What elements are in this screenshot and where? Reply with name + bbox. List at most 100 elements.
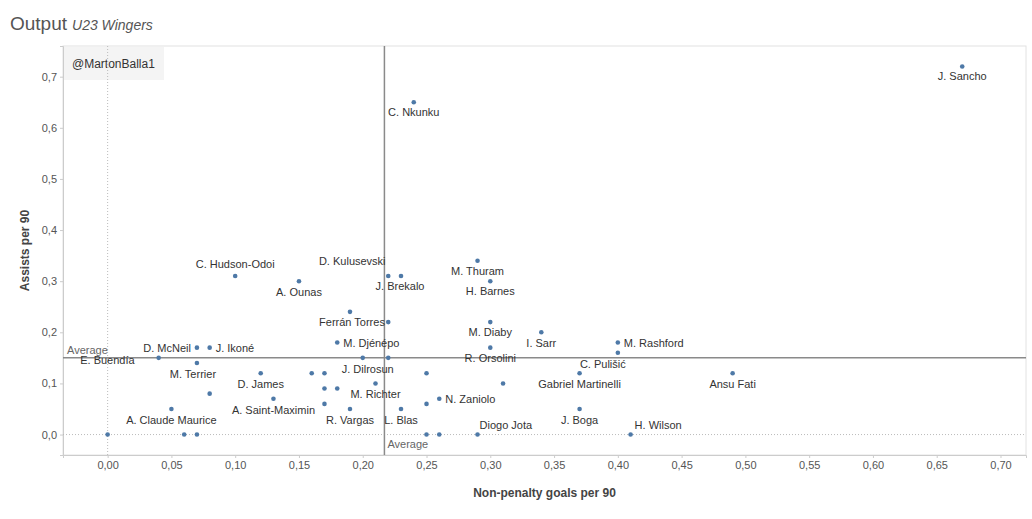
annotation: @MartonBalla1 — [72, 57, 155, 71]
x-tick: 0,60 — [863, 455, 884, 471]
point-label: M. Thuram — [451, 265, 504, 277]
x-tick-label: 0,00 — [97, 459, 118, 471]
point — [437, 396, 442, 401]
point — [399, 407, 404, 412]
x-tick: 0,10 — [225, 455, 246, 471]
x-tick-mark — [937, 455, 938, 458]
x-tick: 0,00 — [97, 455, 118, 471]
x-tick-label: 0,45 — [671, 459, 692, 471]
x-tick-label: 0,40 — [608, 459, 629, 471]
point-label: J. Dilrosun — [342, 363, 394, 375]
y-tick-label: 0,7 — [42, 71, 57, 83]
point — [335, 386, 340, 391]
y-axis: 0,00,10,20,30,40,50,60,7 — [42, 47, 64, 456]
point — [322, 371, 327, 376]
point-label: C. Nkunku — [388, 106, 439, 118]
point — [501, 381, 506, 386]
y-tick-mark — [60, 128, 63, 129]
point — [207, 391, 212, 396]
x-tick-mark — [873, 455, 874, 458]
point — [322, 386, 327, 391]
point-label: E. Buendía — [80, 354, 135, 366]
title-text: Output — [10, 13, 68, 34]
point-label: D. James — [237, 378, 284, 390]
x-tick-label: 0,15 — [289, 459, 310, 471]
x-tick: 0,35 — [544, 455, 565, 471]
point — [271, 396, 276, 401]
y-tick-label: 0,0 — [42, 429, 57, 441]
y-tick-label: 0,6 — [42, 122, 57, 134]
point — [373, 381, 378, 386]
point — [437, 432, 442, 437]
point — [628, 432, 633, 437]
x-tick-label: 0,65 — [927, 459, 948, 471]
x-tick: 0,15 — [289, 455, 310, 471]
point — [539, 330, 544, 335]
x-tick: 0,50 — [735, 455, 756, 471]
x-tick-label: 0,70 — [990, 459, 1011, 471]
point — [348, 407, 353, 412]
point — [386, 320, 391, 325]
point — [399, 274, 404, 279]
x-tick: 0,20 — [353, 455, 374, 471]
x-axis: 0,000,050,100,150,200,250,300,350,400,45… — [64, 455, 1027, 471]
point — [424, 402, 429, 407]
reference-label: Average — [387, 438, 428, 450]
point-label: J. Sancho — [938, 70, 987, 82]
point — [348, 310, 353, 315]
point-label: A. Claude Maurice — [126, 414, 217, 426]
chart: OutputU23 Wingers @MartonBalla1 0,00 0,05 0,… — [0, 0, 1032, 519]
x-tick-label: 0,60 — [863, 459, 884, 471]
point — [411, 100, 416, 105]
y-tick-mark — [60, 77, 63, 78]
y-tick: 0,6 — [42, 122, 63, 134]
y-tick: 0,5 — [42, 173, 63, 185]
point — [297, 279, 302, 284]
point-label: C. Hudson-Odoi — [196, 258, 275, 270]
point — [156, 356, 161, 361]
point — [577, 407, 582, 412]
y-tick: 0,7 — [42, 71, 63, 83]
point-label: Ansu Fati — [709, 378, 755, 390]
y-tick: 0,0 — [42, 429, 63, 441]
point — [207, 345, 212, 350]
x-tick-mark — [682, 455, 683, 458]
point — [258, 371, 263, 376]
x-tick-mark — [554, 455, 555, 458]
x-tick: 0,30 — [480, 455, 501, 471]
point-label: A. Ounas — [276, 286, 322, 298]
y-tick-mark — [60, 281, 63, 282]
point — [182, 432, 187, 437]
y-tick-mark — [60, 230, 63, 231]
point — [488, 320, 493, 325]
point — [475, 258, 480, 263]
title: OutputU23 Wingers — [10, 13, 153, 34]
y-tick-mark — [60, 332, 63, 333]
y-tick: 0,1 — [42, 377, 63, 389]
point — [577, 371, 582, 376]
x-tick-label: 0,20 — [353, 459, 374, 471]
point-labels: J. Sancho C. Nkunku C. Hudson-Odoi A. Ounas… — [80, 70, 986, 430]
x-tick-label: 0,05 — [161, 459, 182, 471]
x-tick-label: 0,30 — [480, 459, 501, 471]
plot-frame — [63, 46, 1026, 455]
point — [360, 356, 365, 361]
point — [424, 432, 429, 437]
point-label: M. Djénépo — [343, 337, 399, 349]
x-tick: 0,70 — [990, 455, 1011, 471]
reference-line — [63, 357, 1026, 359]
point-label: I. Sarr — [526, 337, 556, 349]
x-tick-label: 0,10 — [225, 459, 246, 471]
point — [475, 432, 480, 437]
point — [195, 345, 200, 350]
point-label: Gabriel Martinelli — [538, 378, 621, 390]
point — [105, 432, 110, 437]
point — [322, 402, 327, 407]
point — [386, 274, 391, 279]
y-tick-mark — [60, 435, 63, 436]
x-tick: 0,40 — [608, 455, 629, 471]
point-label: J. Boga — [561, 414, 599, 426]
x-tick: 0,55 — [799, 455, 820, 471]
point — [424, 371, 429, 376]
point-label: Diogo Jota — [480, 419, 533, 431]
